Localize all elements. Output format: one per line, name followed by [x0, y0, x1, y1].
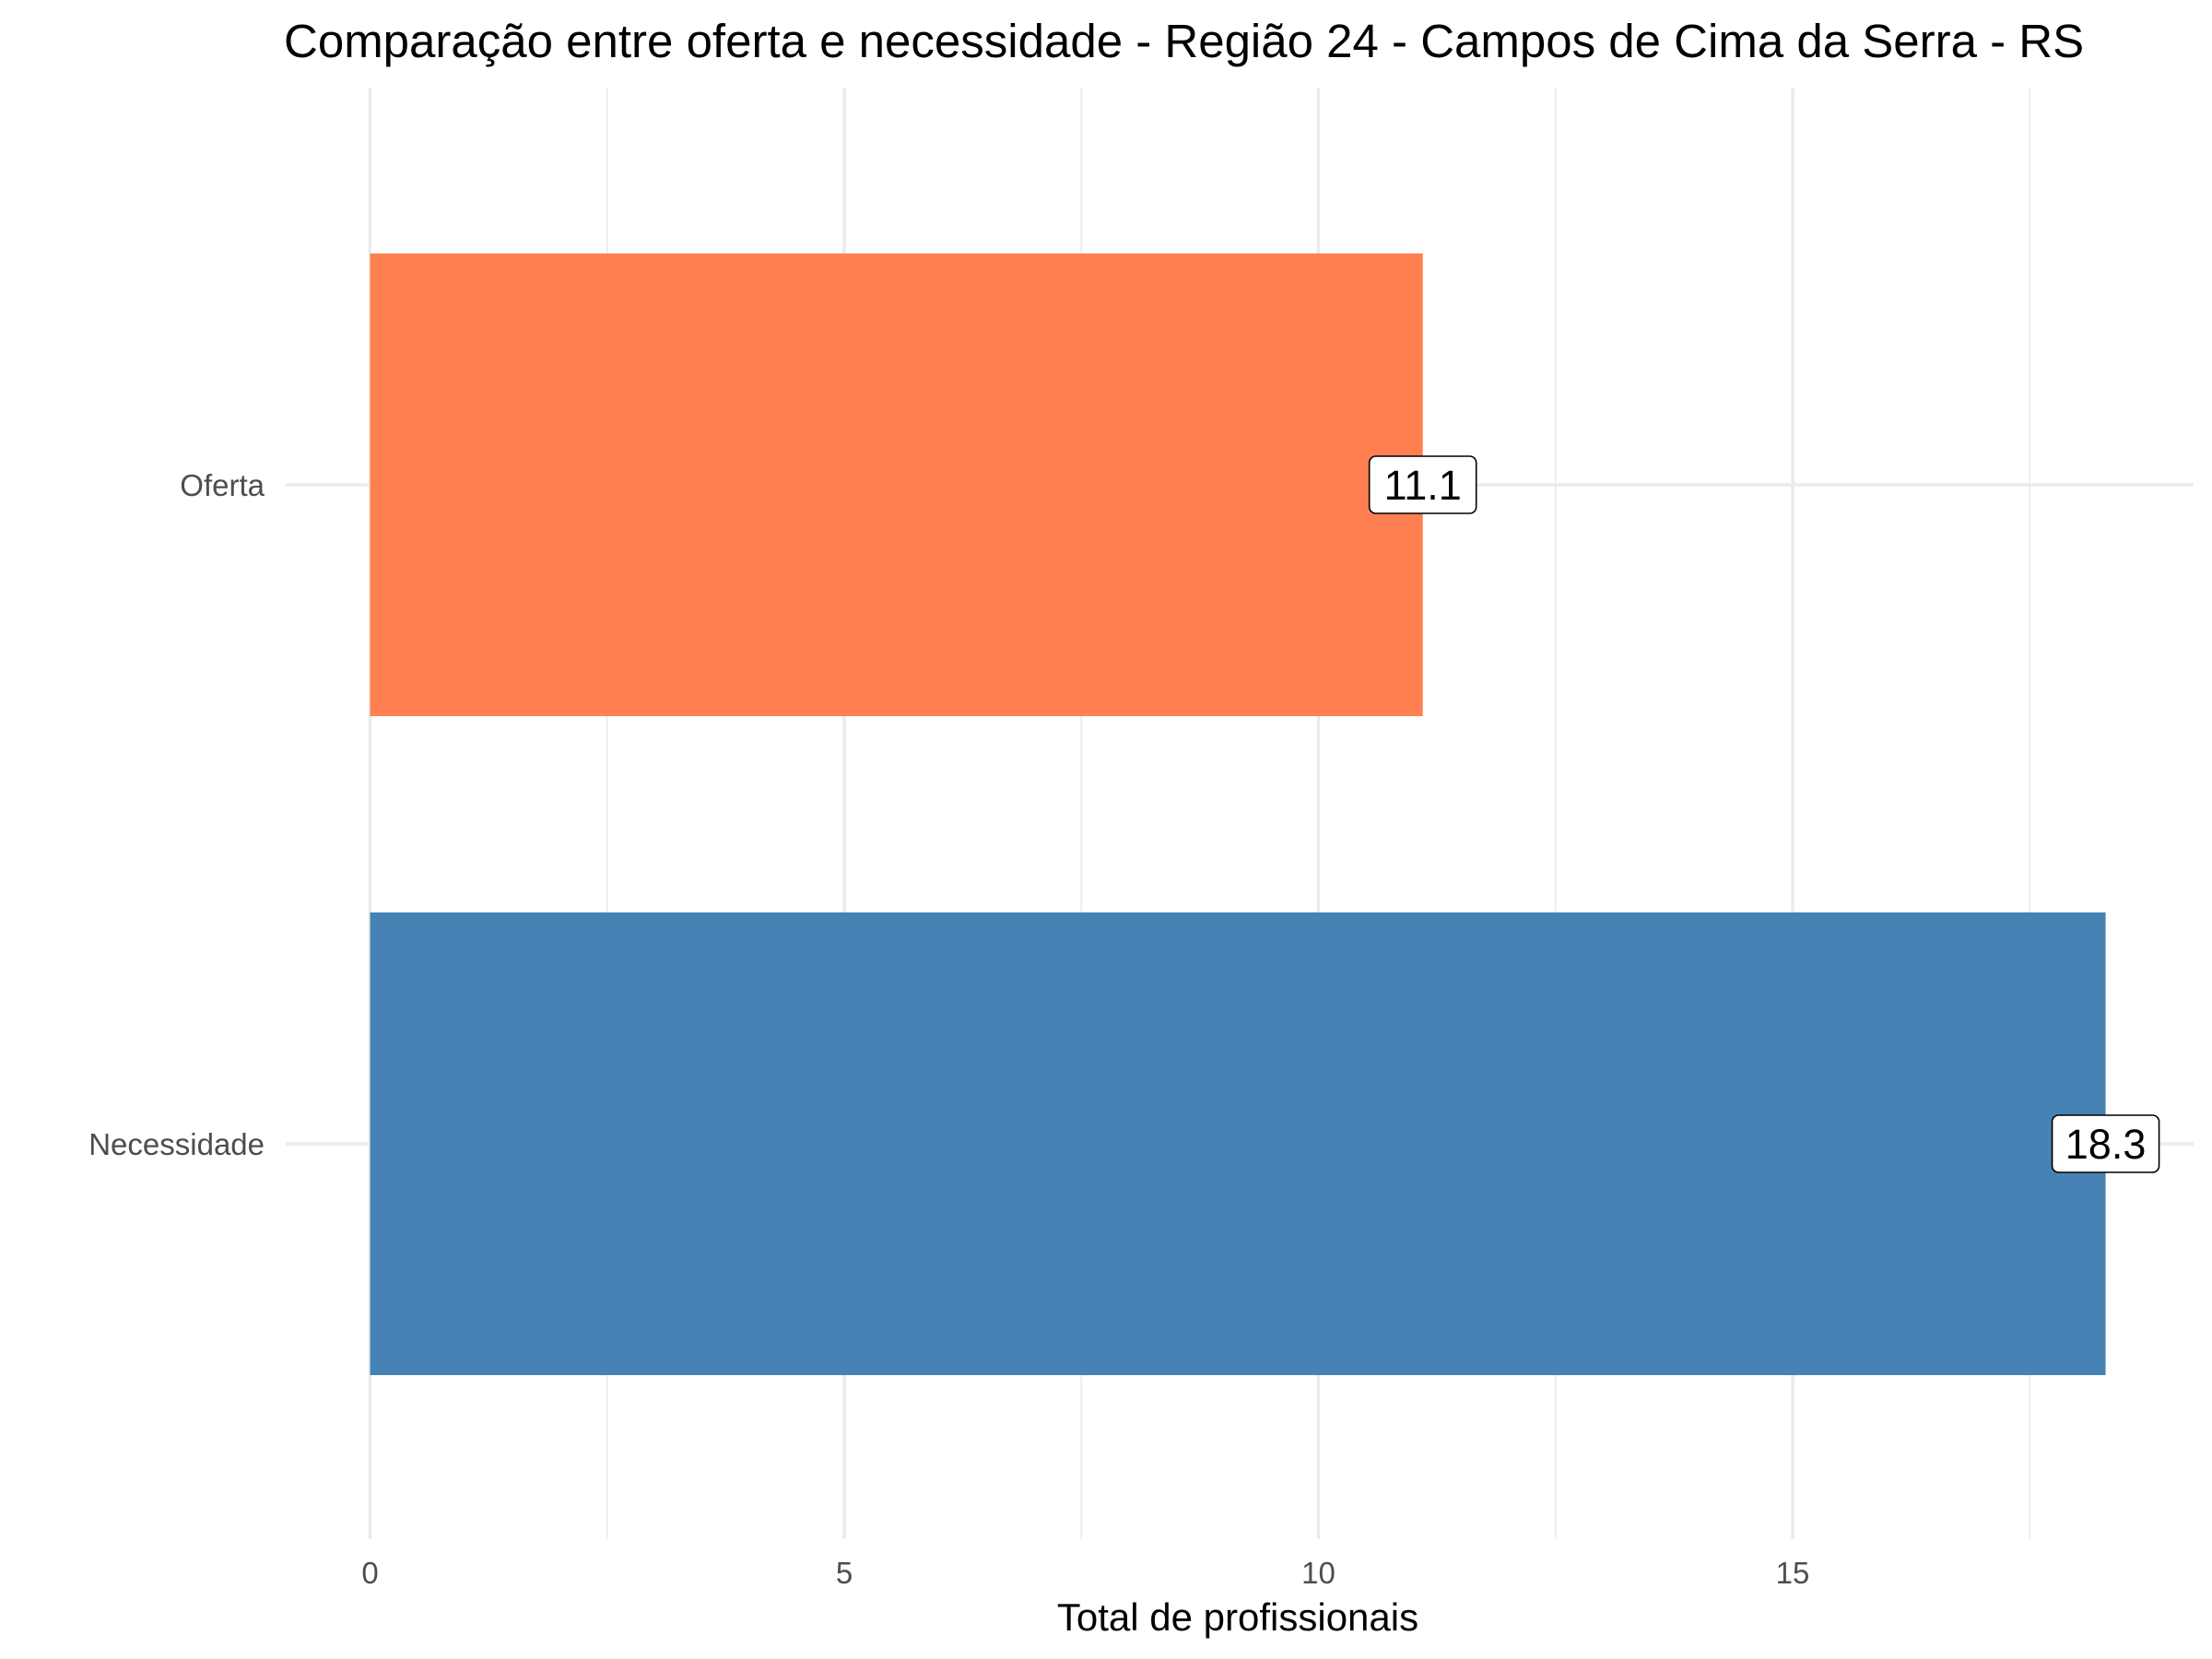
- y-tick-label: Oferta: [180, 468, 265, 502]
- x-tick-label: 10: [1301, 1556, 1335, 1590]
- x-tick-label: 15: [1776, 1556, 1810, 1590]
- chart-title: Comparação entre oferta e necessidade - …: [284, 15, 2084, 67]
- x-tick-label: 0: [361, 1556, 378, 1590]
- axes: Oferta Necessidade 0 5 10 15: [88, 468, 1809, 1590]
- x-axis-title: Total de profissionais: [1057, 1595, 1418, 1639]
- x-tick-label: 5: [836, 1556, 853, 1590]
- bar-oferta: [370, 253, 1423, 716]
- data-label: 18.3: [2065, 1121, 2147, 1168]
- data-labels: 11.1 18.3: [1368, 455, 2160, 1173]
- data-label-box: [2051, 1114, 2160, 1173]
- data-label: 11.1: [1384, 462, 1462, 509]
- data-label-box: [1368, 455, 1477, 514]
- bar-necessidade: [370, 912, 2106, 1375]
- bars: [370, 253, 2106, 1375]
- y-tick-label: Necessidade: [88, 1127, 265, 1161]
